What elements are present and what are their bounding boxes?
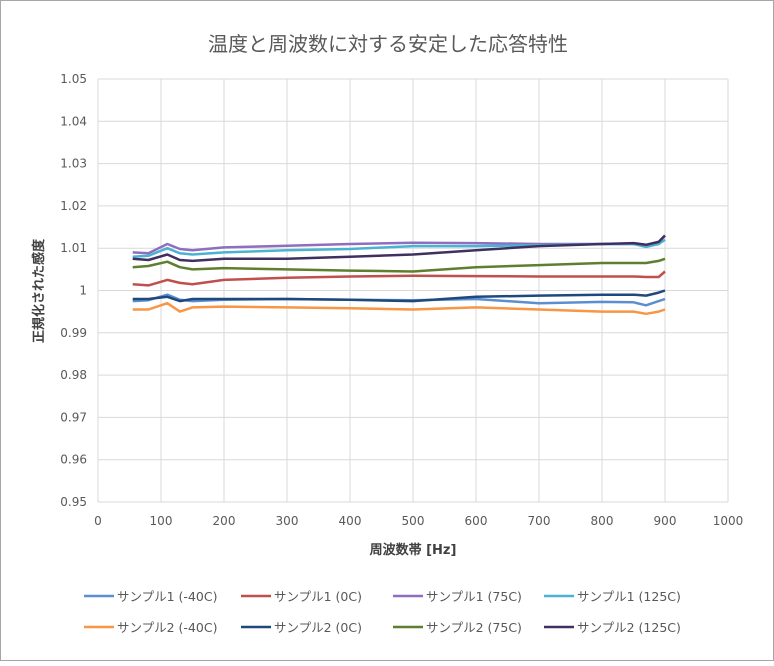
legend-item[interactable]: サンプル1 (125C) (544, 589, 681, 604)
legend-label: サンプル1 (-40C) (117, 589, 217, 604)
y-tick-label: 1.01 (60, 241, 87, 255)
series-line-7 (132, 257, 666, 273)
series-line-5 (132, 301, 666, 316)
legend-label: サンプル1 (75C) (426, 589, 522, 604)
y-tick-label: 0.95 (60, 495, 87, 509)
legend-label: サンプル2 (0C) (274, 620, 362, 635)
x-tick-label: 1000 (713, 514, 744, 528)
x-tick-label: 400 (339, 514, 362, 528)
x-tick-label: 700 (528, 514, 551, 528)
legend-item[interactable]: サンプル1 (0C) (241, 589, 362, 604)
x-tick-label: 300 (276, 514, 299, 528)
legend-item[interactable]: サンプル2 (-40C) (84, 620, 217, 635)
legend-label: サンプル2 (125C) (577, 620, 681, 635)
series-line-4 (132, 238, 666, 258)
series-line-6 (132, 289, 666, 303)
x-tick-label: 500 (402, 514, 425, 528)
legend-label: サンプル1 (0C) (274, 589, 362, 604)
legend-label: サンプル2 (-40C) (117, 620, 217, 635)
x-tick-label: 100 (150, 514, 173, 528)
legend-item[interactable]: サンプル2 (125C) (544, 620, 681, 635)
series-line-8 (132, 234, 666, 263)
y-tick-label: 0.97 (60, 410, 87, 424)
x-tick-label: 900 (654, 514, 677, 528)
legend-label: サンプル2 (75C) (426, 620, 522, 635)
legend-label: サンプル1 (125C) (577, 589, 681, 604)
legend-item[interactable]: サンプル2 (0C) (241, 620, 362, 635)
y-tick-label: 1.02 (60, 199, 87, 213)
series-line-2 (132, 270, 666, 287)
y-tick-label: 1.05 (60, 72, 87, 86)
y-tick-label: 0.98 (60, 368, 87, 382)
y-tick-label: 1.03 (60, 157, 87, 171)
chart-title: 温度と周波数に対する安定した応答特性 (208, 32, 568, 56)
y-tick-label: 1.04 (60, 114, 87, 128)
y-tick-label: 1 (79, 284, 87, 298)
y-tick-label: 0.99 (60, 326, 87, 340)
x-tick-label: 200 (213, 514, 236, 528)
legend-item[interactable]: サンプル2 (75C) (393, 620, 522, 635)
x-tick-label: 800 (591, 514, 614, 528)
legend-item[interactable]: サンプル1 (-40C) (84, 589, 217, 604)
y-axis-label: 正規化された感度 (31, 238, 47, 343)
x-tick-label: 0 (94, 514, 102, 528)
x-axis-label: 周波数帯 [Hz] (370, 542, 457, 558)
legend-item[interactable]: サンプル1 (75C) (393, 589, 522, 604)
y-tick-label: 0.96 (60, 453, 87, 467)
x-tick-label: 600 (465, 514, 488, 528)
